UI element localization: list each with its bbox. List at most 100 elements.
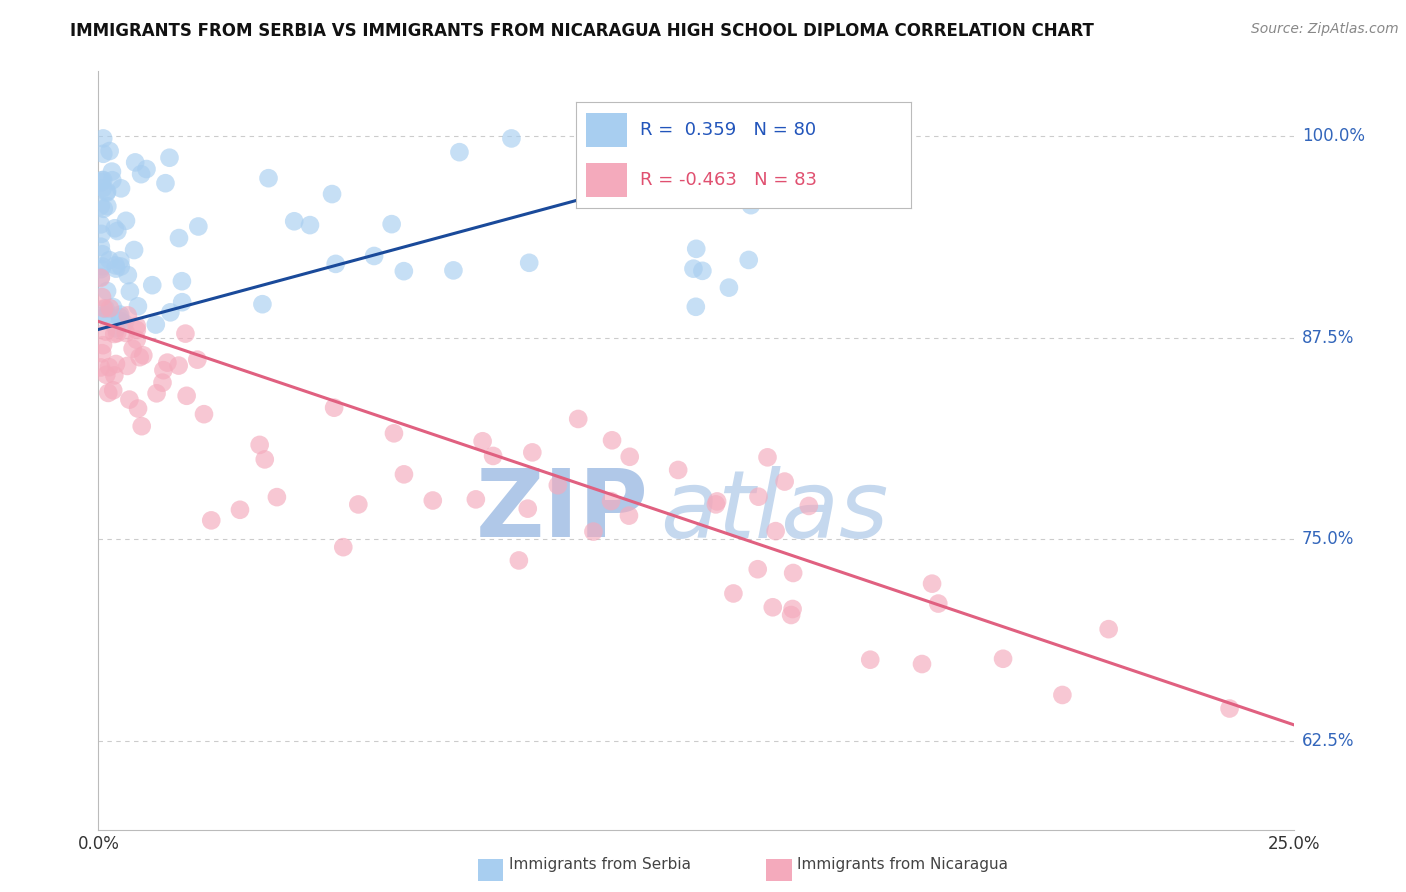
Point: [567, 412, 589, 426]
Point: [921, 576, 943, 591]
Point: [600, 494, 623, 508]
Point: [692, 264, 714, 278]
Point: [441, 263, 464, 277]
Point: [382, 426, 405, 441]
Point: [172, 295, 194, 310]
Point: [108, 308, 131, 322]
Point: [91, 260, 114, 274]
Point: [110, 181, 132, 195]
Point: [90, 175, 112, 189]
Point: [174, 326, 197, 341]
Point: [117, 309, 139, 323]
Point: [762, 600, 785, 615]
Point: [110, 314, 132, 328]
Point: [582, 524, 605, 539]
Point: [927, 597, 949, 611]
Point: [253, 452, 276, 467]
Point: [717, 280, 740, 294]
Point: [91, 173, 114, 187]
Point: [101, 300, 124, 314]
Point: [152, 376, 174, 390]
Point: [108, 310, 131, 325]
Point: [104, 221, 127, 235]
Point: [105, 224, 128, 238]
Point: [159, 151, 181, 165]
Point: [193, 407, 215, 421]
Point: [464, 492, 486, 507]
Point: [381, 217, 404, 231]
Point: [321, 187, 343, 202]
Point: [155, 176, 177, 190]
Point: [298, 218, 321, 232]
Point: [449, 145, 471, 160]
Point: [392, 467, 415, 482]
Point: [392, 264, 415, 278]
Point: [104, 357, 127, 371]
Point: [332, 540, 354, 554]
Point: [773, 475, 796, 489]
Text: Immigrants from Serbia: Immigrants from Serbia: [509, 857, 690, 872]
Point: [104, 259, 127, 273]
Point: [600, 434, 623, 448]
Point: [576, 134, 599, 148]
Point: [91, 346, 114, 360]
Point: [145, 386, 167, 401]
Point: [91, 338, 114, 352]
Point: [911, 657, 934, 671]
Point: [176, 389, 198, 403]
Point: [124, 155, 146, 169]
Point: [167, 231, 190, 245]
Point: [482, 449, 505, 463]
Point: [859, 653, 882, 667]
Point: [619, 450, 641, 464]
Point: [347, 498, 370, 512]
Point: [98, 301, 121, 316]
Point: [127, 401, 149, 416]
Point: [501, 131, 523, 145]
Point: [200, 513, 222, 527]
Point: [756, 450, 779, 465]
Text: atlas: atlas: [661, 466, 889, 557]
Point: [283, 214, 305, 228]
Point: [93, 308, 115, 322]
Point: [323, 401, 346, 415]
Point: [98, 144, 121, 158]
Point: [1052, 688, 1074, 702]
Point: [132, 348, 155, 362]
Point: [118, 392, 141, 407]
Point: [167, 359, 190, 373]
Text: IMMIGRANTS FROM SERBIA VS IMMIGRANTS FROM NICARAGUA HIGH SCHOOL DIPLOMA CORRELAT: IMMIGRANTS FROM SERBIA VS IMMIGRANTS FRO…: [70, 22, 1094, 40]
Point: [118, 285, 141, 299]
Point: [187, 219, 209, 234]
Point: [991, 652, 1014, 666]
Point: [91, 181, 114, 195]
Point: [93, 301, 115, 316]
Point: [780, 607, 803, 622]
Point: [738, 252, 761, 267]
Point: [252, 297, 274, 311]
Point: [121, 342, 143, 356]
Point: [90, 271, 112, 285]
Point: [115, 326, 138, 340]
Point: [141, 278, 163, 293]
Point: [105, 321, 128, 335]
Point: [125, 323, 148, 337]
Point: [522, 445, 544, 459]
Point: [186, 352, 208, 367]
Point: [747, 490, 769, 504]
Text: Source: ZipAtlas.com: Source: ZipAtlas.com: [1251, 22, 1399, 37]
Point: [90, 218, 112, 232]
Point: [159, 305, 181, 319]
Point: [131, 419, 153, 434]
Point: [98, 360, 121, 375]
Point: [96, 284, 118, 298]
Point: [765, 524, 787, 538]
Point: [229, 503, 252, 517]
Point: [122, 243, 145, 257]
Text: ZIP: ZIP: [475, 465, 648, 558]
Point: [135, 162, 157, 177]
Point: [156, 356, 179, 370]
Point: [90, 240, 112, 254]
Point: [96, 308, 118, 322]
Point: [740, 198, 762, 212]
